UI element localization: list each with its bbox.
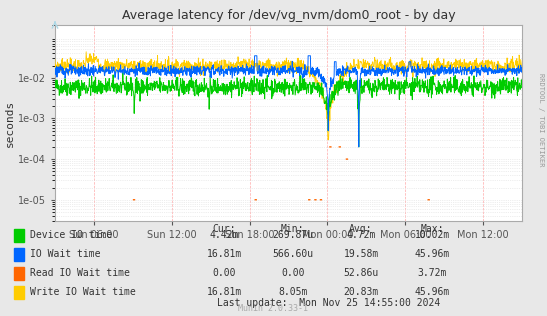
Text: RRDTOOL / TOBI OETIKER: RRDTOOL / TOBI OETIKER <box>538 73 544 167</box>
Text: 4.42m: 4.42m <box>210 230 239 240</box>
Text: Max:: Max: <box>421 224 444 234</box>
Text: Device IO time: Device IO time <box>30 230 112 240</box>
Text: 20.83m: 20.83m <box>344 287 379 297</box>
Y-axis label: seconds: seconds <box>5 99 15 147</box>
Text: 19.58m: 19.58m <box>344 249 379 259</box>
Text: Cur:: Cur: <box>213 224 236 234</box>
Text: Min:: Min: <box>281 224 304 234</box>
Text: 52.86u: 52.86u <box>344 268 379 278</box>
Text: Munin 2.0.33-1: Munin 2.0.33-1 <box>238 305 309 313</box>
Text: 45.96m: 45.96m <box>415 287 450 297</box>
Text: Last update:  Mon Nov 25 14:55:00 2024: Last update: Mon Nov 25 14:55:00 2024 <box>217 298 440 308</box>
Text: 4.72m: 4.72m <box>346 230 376 240</box>
Text: 0.00: 0.00 <box>281 268 304 278</box>
Text: 8.05m: 8.05m <box>278 287 307 297</box>
Text: 269.87u: 269.87u <box>272 230 313 240</box>
Text: Avg:: Avg: <box>350 224 373 234</box>
Text: 45.96m: 45.96m <box>415 249 450 259</box>
Title: Average latency for /dev/vg_nvm/dom0_root - by day: Average latency for /dev/vg_nvm/dom0_roo… <box>121 9 455 22</box>
Text: 3.72m: 3.72m <box>417 268 447 278</box>
Text: 16.81m: 16.81m <box>207 287 242 297</box>
Text: Write IO Wait time: Write IO Wait time <box>30 287 136 297</box>
Text: Read IO Wait time: Read IO Wait time <box>30 268 130 278</box>
Text: 566.60u: 566.60u <box>272 249 313 259</box>
Text: 10.02m: 10.02m <box>415 230 450 240</box>
Text: IO Wait time: IO Wait time <box>30 249 101 259</box>
Text: 16.81m: 16.81m <box>207 249 242 259</box>
Text: 0.00: 0.00 <box>213 268 236 278</box>
